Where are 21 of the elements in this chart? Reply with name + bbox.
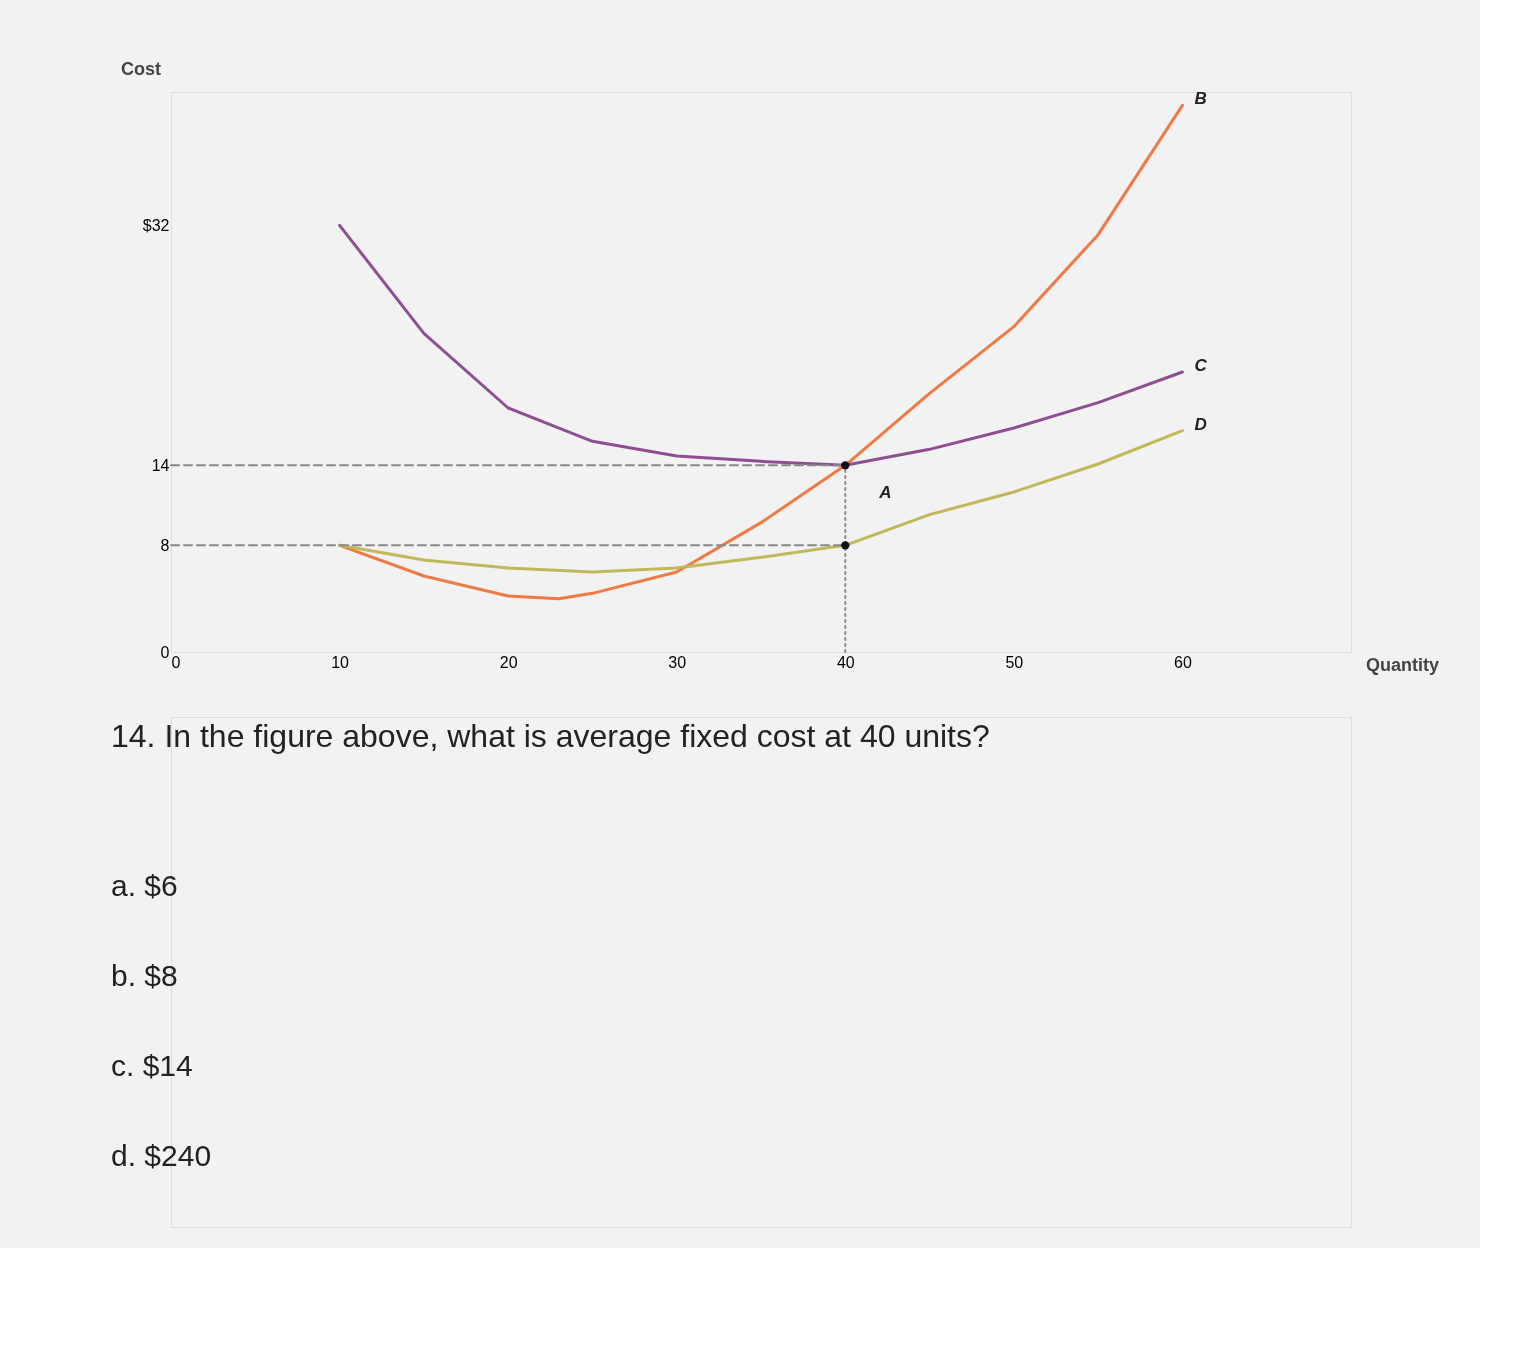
text: a. $6 [111,869,178,902]
series-label: D [1194,414,1207,434]
x-tick-label: 60 [1174,653,1192,671]
x-tick-label: 0 [171,653,181,671]
x-axis-title: Quantity [1366,655,1440,675]
x-tick-label: 30 [668,653,687,671]
y-axis-title: Cost [121,59,161,79]
annotation: A [878,483,892,503]
x-tick-label: 50 [1005,653,1024,671]
text: b. $8 [111,959,178,992]
y-tick-label: 14 [151,456,170,474]
series-label: B [1194,89,1207,109]
y-tick-label: $32 [142,216,170,234]
text: 14. In the figure above, what is average fixed cost at 40 units? [111,718,990,754]
x-tick-label: 20 [499,653,518,671]
text: c. $14 [111,1049,193,1082]
x-tick-label: 10 [331,653,350,671]
x-tick-label: 40 [836,653,855,671]
y-tick-label: 8 [160,536,170,554]
text: d. $240 [111,1139,212,1172]
series-label: C [1194,356,1208,375]
